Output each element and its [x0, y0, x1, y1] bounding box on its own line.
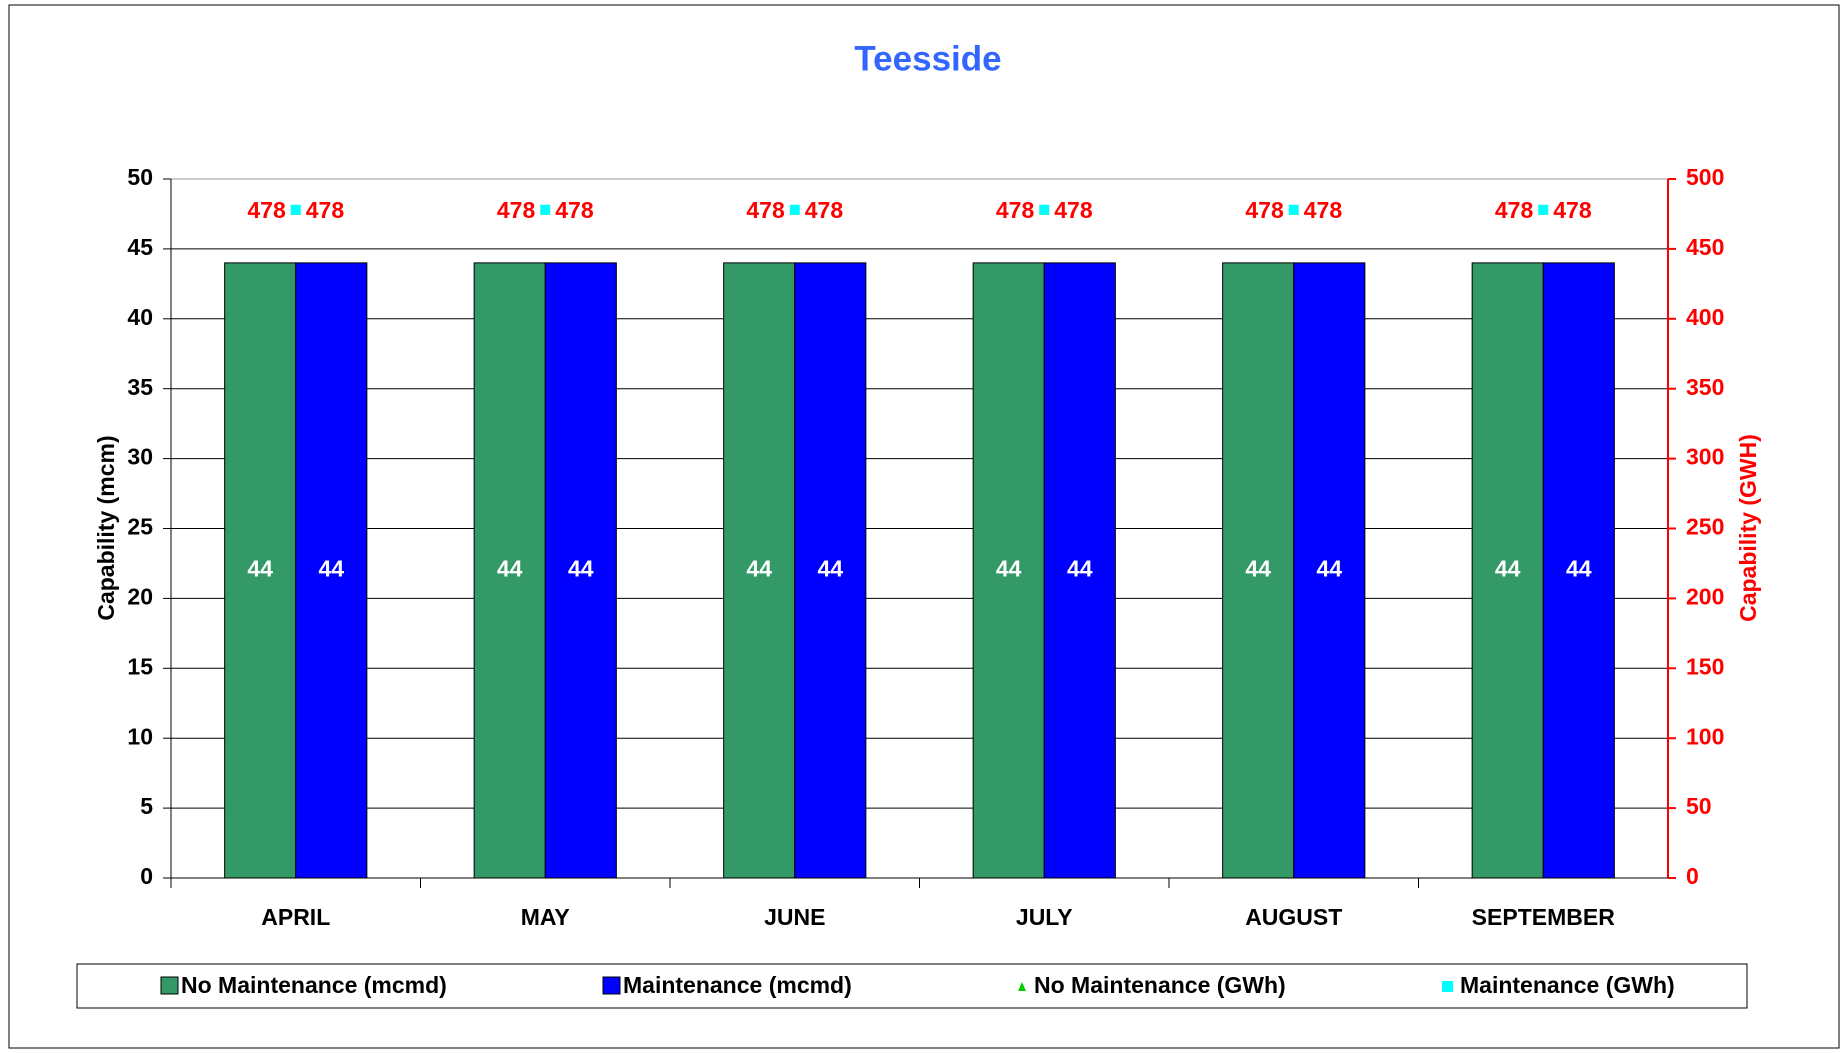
bar: [1471, 262, 1544, 879]
bar: [224, 262, 297, 879]
bar-value-label: 44: [746, 556, 772, 582]
bar: [1043, 262, 1116, 879]
y-tick-label: 20: [127, 583, 153, 609]
x-tick-label: SEPTEMBER: [1472, 904, 1616, 930]
bar-value-label: 44: [1495, 556, 1521, 582]
bar-value-label: 44: [1317, 556, 1343, 582]
point-value-label: 478: [1553, 197, 1592, 223]
legend-label: Maintenance (GWh): [1460, 972, 1675, 998]
chart-title: Teesside: [854, 39, 1001, 78]
y2-tick-label: 100: [1686, 723, 1724, 749]
legend-label: Maintenance (mcmd): [623, 972, 852, 998]
y-tick-label: 30: [127, 444, 153, 470]
y2-tick-label: 250: [1686, 514, 1724, 540]
x-tick-label: AUGUST: [1245, 904, 1342, 930]
bar-value-label: 44: [247, 556, 273, 582]
bar: [1293, 262, 1366, 879]
y-tick-label: 0: [140, 863, 153, 889]
point-marker: [1538, 204, 1549, 215]
point-marker: [1039, 204, 1050, 215]
legend-label: No Maintenance (mcmd): [181, 972, 447, 998]
point-value-label: 478: [306, 197, 345, 223]
y2-tick-label: 150: [1686, 653, 1724, 679]
bar: [1222, 262, 1295, 879]
point-value-label: 478: [247, 197, 286, 223]
x-tick-label: JUNE: [764, 904, 825, 930]
y2-tick-label: 350: [1686, 374, 1724, 400]
bar-value-label: 44: [319, 556, 345, 582]
bar: [295, 262, 368, 879]
y2-tick-label: 400: [1686, 304, 1724, 330]
bar: [1542, 262, 1615, 879]
y2-tick-label: 0: [1686, 863, 1699, 889]
legend-box: [76, 963, 1748, 1009]
legend-label: No Maintenance (GWh): [1034, 972, 1286, 998]
y-tick-label: 5: [140, 793, 153, 819]
y-tick-label: 40: [127, 304, 153, 330]
point-marker: [1288, 204, 1299, 215]
chart-border: [8, 4, 1840, 1049]
legend-swatch: [1442, 981, 1453, 992]
point-value-label: 478: [497, 197, 536, 223]
legend-swatch: [1018, 982, 1026, 991]
bar: [544, 262, 617, 879]
point-value-label: 478: [1245, 197, 1284, 223]
y2-tick-label: 500: [1686, 164, 1724, 190]
point-marker: [290, 204, 301, 215]
point-value-label: 478: [746, 197, 785, 223]
x-tick-label: JULY: [1016, 904, 1073, 930]
bar-value-label: 44: [497, 556, 523, 582]
point-value-label: 478: [555, 197, 594, 223]
y-tick-label: 35: [127, 374, 153, 400]
bar-value-label: 44: [818, 556, 844, 582]
bar: [473, 262, 546, 879]
bar: [972, 262, 1045, 879]
y2-tick-label: 300: [1686, 444, 1724, 470]
y-axis-label: Capability (mcm): [93, 435, 119, 620]
point-value-label: 478: [1304, 197, 1343, 223]
y2-tick-label: 450: [1686, 234, 1724, 260]
bar-value-label: 44: [996, 556, 1022, 582]
point-value-label: 478: [996, 197, 1035, 223]
point-value-label: 478: [1054, 197, 1093, 223]
y-tick-label: 50: [127, 164, 153, 190]
bar-value-label: 44: [568, 556, 594, 582]
bar-value-label: 44: [1067, 556, 1093, 582]
y2-tick-label: 50: [1686, 793, 1712, 819]
bar-value-label: 44: [1245, 556, 1271, 582]
legend-swatch: [160, 976, 179, 995]
point-marker: [789, 204, 800, 215]
point-marker: [540, 204, 551, 215]
point-value-label: 478: [805, 197, 844, 223]
y2-axis-label: Capability (GWH): [1735, 434, 1761, 622]
bar-value-label: 44: [1566, 556, 1592, 582]
y-tick-label: 10: [127, 723, 153, 749]
y-tick-label: 45: [127, 234, 153, 260]
y-tick-label: 25: [127, 514, 153, 540]
point-value-label: 478: [1495, 197, 1534, 223]
bar: [794, 262, 867, 879]
y2-tick-label: 200: [1686, 583, 1724, 609]
x-tick-label: MAY: [521, 904, 570, 930]
x-tick-label: APRIL: [261, 904, 330, 930]
legend-swatch: [602, 976, 621, 995]
y-tick-label: 15: [127, 653, 153, 679]
bar: [723, 262, 796, 879]
